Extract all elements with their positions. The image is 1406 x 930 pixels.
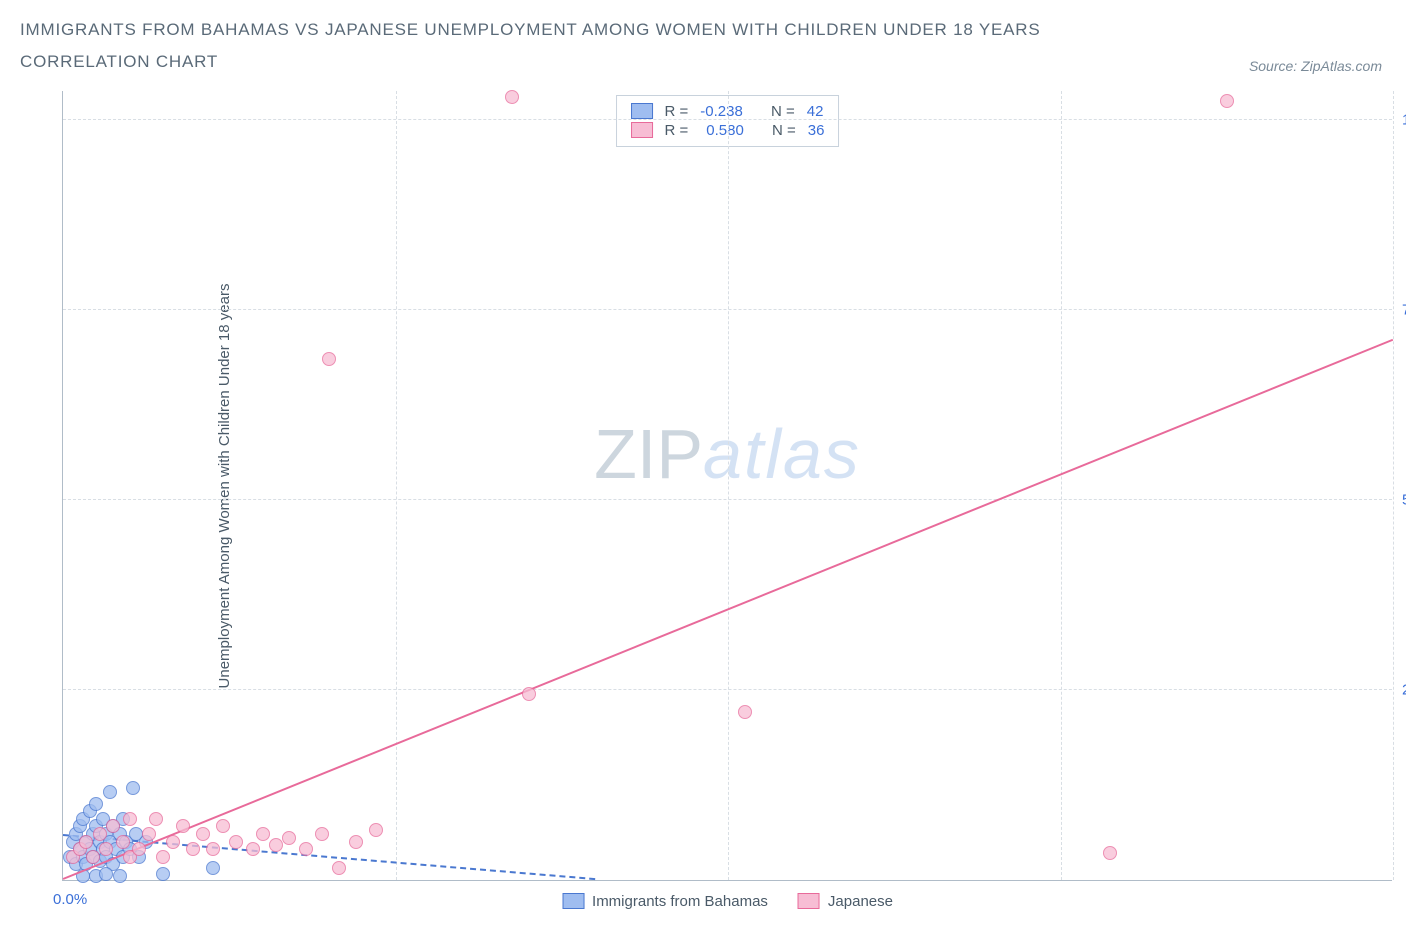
- data-point: [106, 819, 120, 833]
- data-point: [156, 850, 170, 864]
- legend-item: Japanese: [798, 893, 893, 910]
- source-label: Source: ZipAtlas.com: [1249, 58, 1382, 74]
- data-point: [123, 812, 137, 826]
- plot-area: ZIPatlas R = -0.238 N = 42 R = 0.580 N =…: [62, 91, 1392, 881]
- x-tick-min: 0.0%: [53, 891, 87, 908]
- data-point: [99, 842, 113, 856]
- data-point: [149, 812, 163, 826]
- data-point: [229, 835, 243, 849]
- grid-line-v: [396, 91, 397, 880]
- data-point: [89, 797, 103, 811]
- y-tick-label: 100.0%: [1402, 111, 1406, 128]
- y-tick-label: 25.0%: [1402, 681, 1406, 698]
- data-point: [522, 687, 536, 701]
- data-point: [79, 835, 93, 849]
- data-point: [103, 785, 117, 799]
- legend-label: Immigrants from Bahamas: [592, 893, 768, 910]
- data-point: [176, 819, 190, 833]
- legend-label: Japanese: [828, 893, 893, 910]
- data-point: [116, 835, 130, 849]
- n-label: N =: [771, 103, 795, 120]
- data-point: [86, 850, 100, 864]
- data-point: [269, 838, 283, 852]
- n-label: N =: [772, 122, 796, 139]
- data-point: [256, 827, 270, 841]
- data-point: [332, 861, 346, 875]
- data-point: [196, 827, 210, 841]
- r-value: -0.238: [700, 103, 743, 120]
- swatch-icon: [631, 122, 653, 138]
- watermark-atlas: atlas: [703, 415, 861, 493]
- grid-line-v: [728, 91, 729, 880]
- data-point: [216, 819, 230, 833]
- n-value: 36: [808, 122, 825, 139]
- r-label: R =: [665, 103, 689, 120]
- data-point: [738, 705, 752, 719]
- data-point: [1220, 94, 1234, 108]
- watermark-zip: ZIP: [594, 415, 703, 493]
- swatch-icon: [798, 893, 820, 909]
- y-tick-label: 50.0%: [1402, 491, 1406, 508]
- data-point: [315, 827, 329, 841]
- grid-line-v: [1061, 91, 1062, 880]
- data-point: [206, 842, 220, 856]
- data-point: [246, 842, 260, 856]
- r-value: 0.580: [706, 122, 744, 139]
- data-point: [349, 835, 363, 849]
- data-point: [1103, 846, 1117, 860]
- data-point: [156, 867, 170, 881]
- n-value: 42: [807, 103, 824, 120]
- chart-container: Unemployment Among Women with Children U…: [20, 91, 1386, 881]
- chart-title: IMMIGRANTS FROM BAHAMAS VS JAPANESE UNEM…: [20, 14, 1120, 79]
- data-point: [132, 842, 146, 856]
- data-point: [369, 823, 383, 837]
- data-point: [99, 867, 113, 881]
- data-point: [126, 781, 140, 795]
- data-point: [186, 842, 200, 856]
- r-label: R =: [665, 122, 689, 139]
- grid-line-v: [1393, 91, 1394, 880]
- data-point: [113, 869, 127, 883]
- swatch-icon: [562, 893, 584, 909]
- data-point: [299, 842, 313, 856]
- data-point: [322, 352, 336, 366]
- legend-item: Immigrants from Bahamas: [562, 893, 768, 910]
- data-point: [142, 827, 156, 841]
- data-point: [505, 90, 519, 104]
- data-point: [166, 835, 180, 849]
- legend-bottom: Immigrants from Bahamas Japanese: [562, 893, 893, 910]
- swatch-icon: [631, 103, 653, 119]
- data-point: [206, 861, 220, 875]
- data-point: [282, 831, 296, 845]
- y-tick-label: 75.0%: [1402, 301, 1406, 318]
- data-point: [93, 827, 107, 841]
